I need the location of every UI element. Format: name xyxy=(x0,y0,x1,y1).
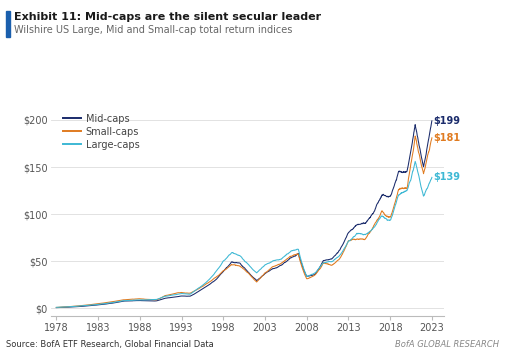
Text: $139: $139 xyxy=(434,173,461,182)
Text: Wilshire US Large, Mid and Small-cap total return indices: Wilshire US Large, Mid and Small-cap tot… xyxy=(14,25,292,35)
Legend: Mid-caps, Small-caps, Large-caps: Mid-caps, Small-caps, Large-caps xyxy=(59,110,143,154)
Text: Source: BofA ETF Research, Global Financial Data: Source: BofA ETF Research, Global Financ… xyxy=(6,340,214,349)
Text: $199: $199 xyxy=(434,116,461,126)
Text: Exhibit 11: Mid-caps are the silent secular leader: Exhibit 11: Mid-caps are the silent secu… xyxy=(14,12,321,22)
Text: BofA GLOBAL RESEARCH: BofA GLOBAL RESEARCH xyxy=(395,340,499,349)
Text: $181: $181 xyxy=(434,133,461,143)
